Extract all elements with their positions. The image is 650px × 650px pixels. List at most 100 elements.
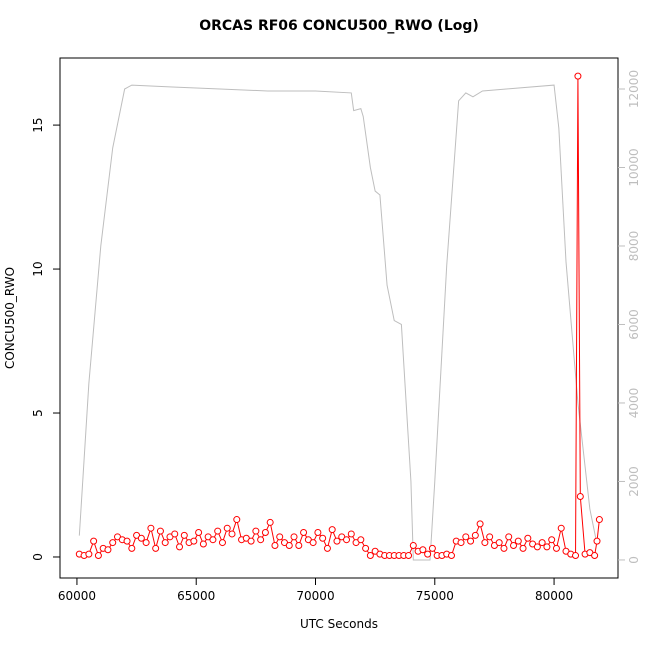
data-point (481, 539, 489, 547)
data-point (447, 552, 455, 560)
data-point (538, 539, 546, 547)
data-point (476, 520, 484, 528)
data-point (137, 534, 145, 542)
data-point (94, 552, 102, 560)
data-point (171, 530, 179, 538)
data-point (142, 539, 150, 547)
data-point (104, 546, 112, 554)
x-tick-label: 70000 (296, 589, 334, 603)
data-point (266, 518, 274, 526)
data-point (190, 537, 198, 545)
data-point (510, 541, 518, 549)
data-point (467, 537, 475, 545)
data-point (419, 546, 427, 554)
data-point (552, 544, 560, 552)
data-point (257, 536, 265, 544)
data-point (314, 529, 322, 537)
data-point (591, 552, 599, 560)
y-tick-label: 5 (31, 409, 45, 417)
data-point (128, 544, 136, 552)
data-point (300, 529, 308, 537)
data-point (209, 536, 217, 544)
data-point (524, 534, 532, 542)
data-point (533, 543, 541, 551)
data-point (347, 530, 355, 538)
chart-title: ORCAS RF06 CONCU500_RWO (Log) (199, 18, 479, 34)
y2-tick-label: 2000 (627, 466, 641, 497)
data-point (223, 524, 231, 532)
data-point (462, 533, 470, 541)
data-point (595, 516, 603, 524)
data-point (557, 524, 565, 532)
y2-tick-label: 8000 (627, 231, 641, 262)
y2-tick-label: 10000 (627, 148, 641, 186)
data-point (85, 550, 93, 558)
data-point (252, 527, 260, 535)
data-point (424, 550, 432, 558)
data-point (505, 533, 513, 541)
y2-tick-label: 0 (627, 556, 641, 564)
y-tick-label: 10 (31, 261, 45, 276)
data-point (572, 552, 580, 560)
data-point (199, 540, 207, 548)
y2-tick-label: 6000 (627, 309, 641, 340)
data-point (123, 537, 131, 545)
data-point (276, 533, 284, 541)
data-point (357, 536, 365, 544)
data-point (290, 533, 298, 541)
data-point (366, 552, 374, 560)
data-point (285, 541, 293, 549)
x-tick-label: 60000 (58, 589, 96, 603)
y-axis-label: CONCU500_RWO (3, 267, 17, 369)
data-point (156, 527, 164, 535)
y-tick-label: 15 (31, 117, 45, 132)
data-point (495, 539, 503, 547)
data-point (574, 72, 582, 80)
data-point (261, 529, 269, 537)
data-point (247, 537, 255, 545)
data-point (514, 537, 522, 545)
data-point (233, 516, 241, 524)
data-point (161, 539, 169, 547)
data-point (543, 543, 551, 551)
data-point (195, 529, 203, 537)
y2-tick-label: 4000 (627, 388, 641, 419)
series-line (78, 84, 598, 561)
data-point (271, 541, 279, 549)
data-point (405, 552, 413, 560)
data-point (147, 524, 155, 532)
data-point (109, 539, 117, 547)
data-point (228, 530, 236, 538)
data-point (328, 526, 336, 534)
data-point (362, 544, 370, 552)
data-point (593, 537, 601, 545)
data-point (180, 531, 188, 539)
data-point (152, 544, 160, 552)
data-point (90, 537, 98, 545)
x-tick-label: 75000 (416, 589, 454, 603)
data-point (576, 493, 584, 501)
data-point (343, 536, 351, 544)
data-point (519, 544, 527, 552)
data-point (486, 533, 494, 541)
data-point (471, 531, 479, 539)
y2-tick-label: 12000 (627, 70, 641, 108)
data-point (428, 544, 436, 552)
data-point (457, 539, 465, 547)
x-axis-label: UTC Seconds (300, 617, 378, 631)
x-tick-label: 65000 (177, 589, 215, 603)
data-point (548, 536, 556, 544)
data-point (309, 539, 317, 547)
data-point (214, 527, 222, 535)
data-point (333, 537, 341, 545)
x-tick-label: 80000 (535, 589, 573, 603)
y-tick-label: 0 (31, 553, 45, 561)
data-point (176, 543, 184, 551)
data-point (323, 544, 331, 552)
data-point (295, 541, 303, 549)
data-point (319, 534, 327, 542)
data-point (409, 541, 417, 549)
data-point (218, 539, 226, 547)
data-point (500, 544, 508, 552)
